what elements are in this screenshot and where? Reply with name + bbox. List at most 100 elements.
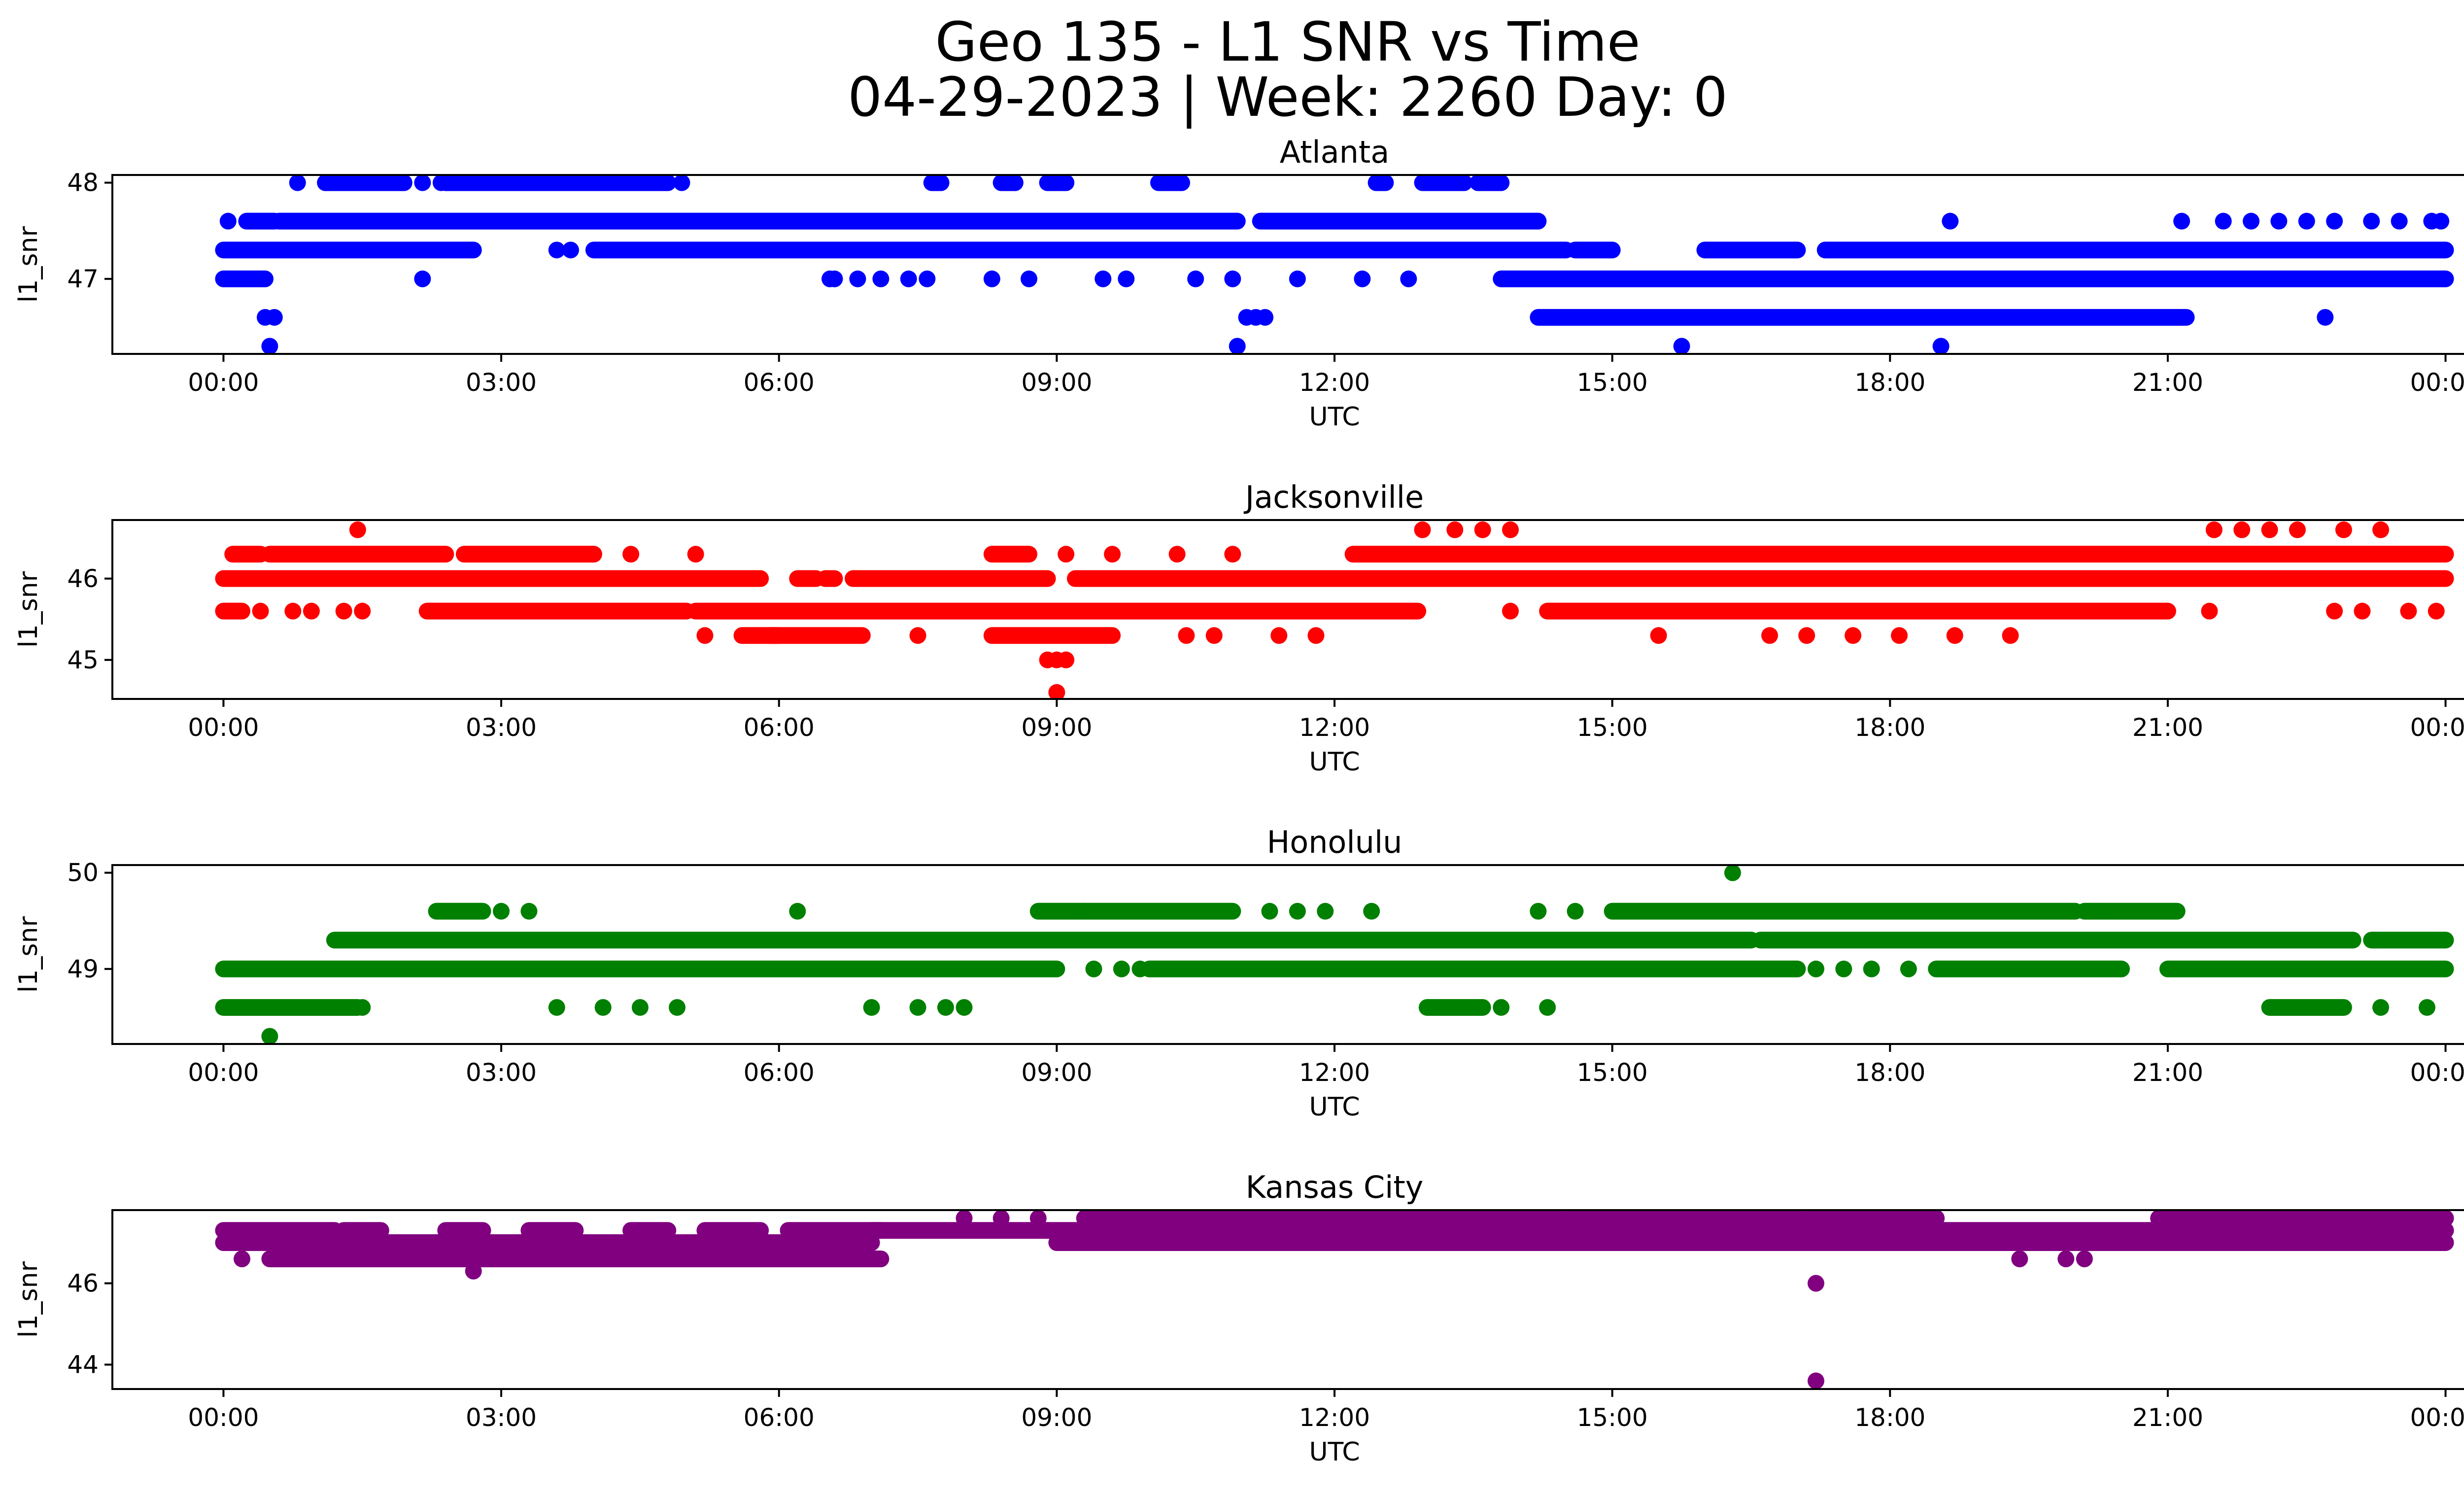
data-point: [1761, 627, 1779, 644]
data-point: [1932, 338, 1950, 354]
point-run: [2159, 960, 2454, 977]
data-point: [631, 999, 649, 1016]
x-tick-label: 18:00: [1854, 713, 1925, 742]
data-point: [937, 999, 954, 1016]
x-tick-label: 00:00: [188, 1058, 259, 1087]
data-point: [1168, 546, 1186, 563]
data-point: [1289, 903, 1306, 920]
data-point: [2418, 999, 2435, 1016]
x-tick-label: 12:00: [1299, 1403, 1370, 1432]
x-tick-label: 18:00: [1854, 1058, 1925, 1087]
data-point: [900, 270, 917, 287]
x-tick-label: 00:00: [188, 368, 259, 397]
point-run: [1928, 960, 2130, 977]
x-tick-label: 00:00: [2410, 1403, 2464, 1432]
point-run: [271, 212, 1246, 230]
data-point: [2215, 212, 2232, 230]
point-run: [1066, 570, 2454, 587]
data-point: [1261, 903, 1278, 920]
point-run: [817, 570, 843, 587]
data-point: [1502, 602, 1519, 620]
data-point: [1835, 960, 1852, 977]
y-axis-label: l1_snr: [14, 226, 43, 303]
data-point: [919, 270, 936, 287]
data-point: [1021, 270, 1037, 287]
x-tick-label: 21:00: [2132, 713, 2203, 742]
point-run: [215, 602, 251, 620]
x-tick-label: 09:00: [1021, 713, 1092, 742]
data-point: [1807, 1372, 1824, 1389]
y-tick-label: 46: [67, 564, 99, 593]
point-run: [1530, 309, 2195, 326]
x-tick-label: 00:00: [2410, 1058, 2464, 1087]
data-point: [1863, 960, 1880, 977]
x-tick-label: 06:00: [744, 713, 815, 742]
data-point: [562, 242, 579, 259]
point-run: [1752, 932, 2361, 949]
data-point: [2261, 521, 2278, 538]
subplot-title: Honolulu: [1267, 824, 1403, 860]
point-run: [437, 175, 677, 191]
x-tick-label: 03:00: [466, 368, 537, 397]
x-tick-label: 09:00: [1021, 368, 1092, 397]
data-point: [2335, 521, 2352, 538]
data-point: [1493, 999, 1510, 1016]
data-point: [1798, 627, 1815, 644]
subplot-title: Atlanta: [1280, 134, 1389, 170]
data-point: [2354, 602, 2371, 620]
data-point: [1474, 521, 1491, 538]
axes-frame: [111, 864, 2464, 1045]
data-point: [687, 546, 704, 563]
data-point: [2363, 212, 2380, 230]
data-point: [669, 999, 686, 1016]
data-point: [622, 546, 640, 563]
data-point: [219, 212, 237, 230]
point-run: [215, 270, 274, 287]
data-point: [956, 999, 973, 1016]
x-tick-label: 15:00: [1577, 713, 1648, 742]
subplot-atlanta: Atlanta 00:00 03:00 06:00 09:00 12:00 15:00 18:…: [14, 134, 2464, 432]
y-tick-label: 48: [67, 169, 99, 197]
data-point: [872, 270, 890, 287]
point-run: [1816, 242, 2454, 259]
point-run: [2076, 903, 2186, 920]
point-run: [428, 903, 491, 920]
data-point: [1400, 270, 1417, 287]
data-point: [1029, 1210, 1047, 1227]
scatter-points: [215, 865, 2454, 1044]
point-run: [761, 627, 871, 644]
data-point: [2205, 521, 2223, 538]
y-tick-label: 50: [67, 859, 99, 887]
data-point: [1113, 960, 1130, 977]
y-tick-label: 47: [67, 265, 99, 293]
data-point: [2002, 627, 2019, 644]
data-point: [1317, 903, 1334, 920]
data-point: [548, 242, 565, 259]
y-tick-label: 49: [67, 955, 99, 983]
data-point: [2326, 212, 2343, 230]
data-point: [1567, 903, 1584, 920]
data-point: [2011, 1251, 2028, 1267]
data-point: [863, 999, 880, 1016]
x-tick-label: 15:00: [1577, 1058, 1648, 1087]
data-point: [826, 270, 843, 287]
data-point: [2289, 521, 2306, 538]
data-point: [414, 270, 431, 287]
data-point: [673, 175, 690, 191]
point-run: [1696, 242, 1806, 259]
x-tick-label: 15:00: [1577, 1403, 1648, 1432]
point-run: [1344, 546, 2454, 563]
data-point: [2326, 602, 2343, 620]
subplot-kansas-city: Kansas City 00:00 03:00 06:00 09:00 12:00 15:0…: [14, 1169, 2464, 1467]
data-point: [1673, 338, 1690, 354]
point-run: [983, 627, 1121, 644]
data-point: [261, 1028, 278, 1044]
scatter-points: [215, 521, 2454, 699]
data-point: [1724, 865, 1741, 881]
x-tick-label: 21:00: [2132, 368, 2203, 397]
data-point: [493, 903, 510, 920]
data-point: [266, 309, 283, 326]
data-point: [289, 175, 306, 191]
data-point: [2391, 212, 2408, 230]
y-tick-label: 45: [67, 646, 99, 674]
